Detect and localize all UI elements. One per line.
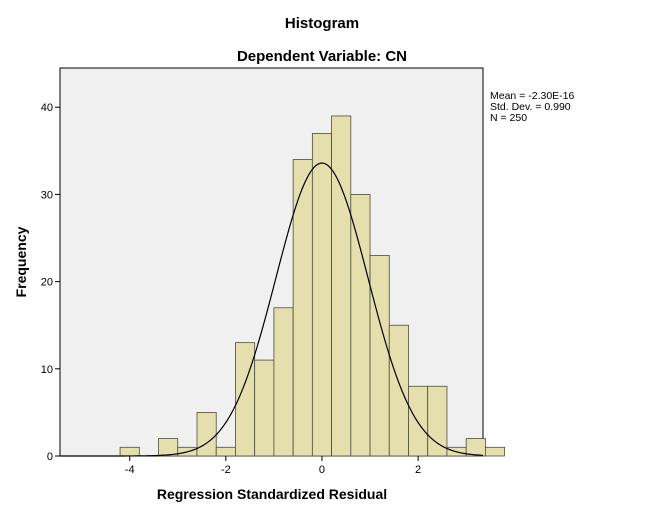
chart-subtitle: Dependent Variable: CN <box>237 48 407 65</box>
x-tick-label--2: -2 <box>221 464 231 476</box>
normal-curve <box>60 162 484 457</box>
histogram-bar-11 <box>331 115 352 457</box>
histogram-bar-2 <box>158 438 179 457</box>
stat-n: N = 250 <box>490 112 527 124</box>
x-tick-label-0: 0 <box>319 464 325 476</box>
chart-title: Histogram <box>285 15 359 32</box>
histogram-bar-16 <box>427 385 448 457</box>
histogram-bar-7 <box>254 359 275 457</box>
y-axis-ticks: 0 10 20 30 40 <box>41 102 60 463</box>
y-tick-label-30: 30 <box>41 189 53 201</box>
histogram-bar-14 <box>388 324 409 457</box>
x-tick-label-2: 2 <box>415 464 421 476</box>
histogram-bar-5 <box>215 446 236 457</box>
x-axis-label: Regression Standardized Residual <box>157 486 387 502</box>
histogram-bar-4 <box>196 412 217 457</box>
x-tick-label--4: -4 <box>125 464 135 476</box>
y-tick-label-0: 0 <box>47 451 53 463</box>
y-tick-label-10: 10 <box>41 364 53 376</box>
histogram-bar-8 <box>273 307 294 457</box>
y-tick-label-20: 20 <box>41 277 53 289</box>
histogram-bar-13 <box>369 255 390 457</box>
y-tick-label-40: 40 <box>41 102 53 114</box>
histogram-bar-15 <box>408 385 429 457</box>
histogram-bar-19 <box>485 446 506 457</box>
y-axis-label: Frequency <box>13 226 29 297</box>
histogram-bar-18 <box>465 438 486 457</box>
histogram-bar-12 <box>350 194 371 457</box>
stats-legend: Mean = -2.30E-16 Std. Dev. = 0.990 N = 2… <box>490 90 575 124</box>
histogram-bars <box>119 115 506 457</box>
histogram-bar-0 <box>119 446 140 457</box>
histogram-bar-10 <box>311 132 332 457</box>
x-axis-ticks: -4 -2 0 2 <box>125 456 421 476</box>
stat-std-dev: Std. Dev. = 0.990 <box>490 101 571 113</box>
stat-mean: Mean = -2.30E-16 <box>490 90 575 102</box>
